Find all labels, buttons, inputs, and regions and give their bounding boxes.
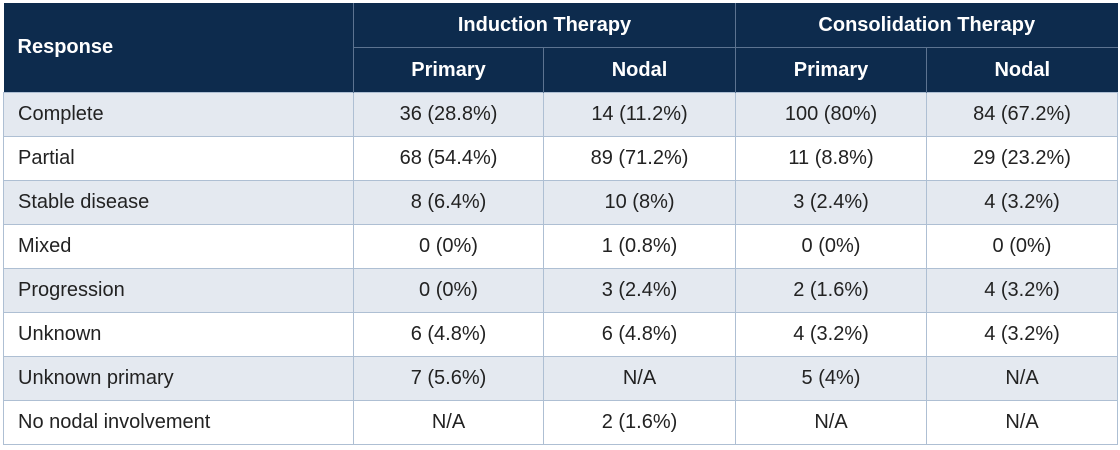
table-cell: N/A xyxy=(926,356,1118,401)
table-cell: 100 (80%) xyxy=(735,92,927,137)
table-cell: 4 (3.2%) xyxy=(926,268,1118,313)
row-label: Unknown xyxy=(3,312,354,357)
table-cell: 0 (0%) xyxy=(353,224,544,269)
table-row: Complete 36 (28.8%) 14 (11.2%) 100 (80%)… xyxy=(3,92,1118,137)
induction-nodal-header: Nodal xyxy=(543,47,736,93)
table-cell: 7 (5.6%) xyxy=(353,356,544,401)
table-cell: 29 (23.2%) xyxy=(926,136,1118,181)
consolidation-therapy-header: Consolidation Therapy xyxy=(735,3,1118,48)
table-row: Unknown 6 (4.8%) 6 (4.8%) 4 (3.2%) 4 (3.… xyxy=(3,312,1118,357)
row-label: Unknown primary xyxy=(3,356,354,401)
table-cell: 1 (0.8%) xyxy=(543,224,736,269)
table-cell: 3 (2.4%) xyxy=(735,180,927,225)
table-row: Partial 68 (54.4%) 89 (71.2%) 11 (8.8%) … xyxy=(3,136,1118,181)
table-cell: 0 (0%) xyxy=(926,224,1118,269)
table-cell: 6 (4.8%) xyxy=(353,312,544,357)
consolidation-nodal-header: Nodal xyxy=(926,47,1118,93)
table-row: Progression 0 (0%) 3 (2.4%) 2 (1.6%) 4 (… xyxy=(3,268,1118,313)
induction-primary-header: Primary xyxy=(353,47,544,93)
table-cell: 36 (28.8%) xyxy=(353,92,544,137)
table-cell: 10 (8%) xyxy=(543,180,736,225)
row-label: No nodal involvement xyxy=(3,400,354,445)
table-cell: 4 (3.2%) xyxy=(926,312,1118,357)
row-label: Partial xyxy=(3,136,354,181)
table-cell: 11 (8.8%) xyxy=(735,136,927,181)
table-cell: N/A xyxy=(926,400,1118,445)
response-column-header: Response xyxy=(3,3,354,93)
table-cell: 84 (67.2%) xyxy=(926,92,1118,137)
consolidation-primary-header: Primary xyxy=(735,47,927,93)
table-cell: 89 (71.2%) xyxy=(543,136,736,181)
table-cell: 0 (0%) xyxy=(353,268,544,313)
table-cell: N/A xyxy=(735,400,927,445)
table-cell: 2 (1.6%) xyxy=(543,400,736,445)
table-cell: 68 (54.4%) xyxy=(353,136,544,181)
response-table: Response Induction Therapy Consolidation… xyxy=(3,3,1118,445)
table-row: Mixed 0 (0%) 1 (0.8%) 0 (0%) 0 (0%) xyxy=(3,224,1118,269)
table-body: Complete 36 (28.8%) 14 (11.2%) 100 (80%)… xyxy=(3,92,1118,445)
table-cell: 2 (1.6%) xyxy=(735,268,927,313)
table-cell: 3 (2.4%) xyxy=(543,268,736,313)
response-table-container: Response Induction Therapy Consolidation… xyxy=(3,3,1118,445)
table-cell: 0 (0%) xyxy=(735,224,927,269)
table-cell: 6 (4.8%) xyxy=(543,312,736,357)
table-cell: 14 (11.2%) xyxy=(543,92,736,137)
table-cell: 8 (6.4%) xyxy=(353,180,544,225)
table-cell: 4 (3.2%) xyxy=(926,180,1118,225)
table-row: Stable disease 8 (6.4%) 10 (8%) 3 (2.4%)… xyxy=(3,180,1118,225)
table-cell: 5 (4%) xyxy=(735,356,927,401)
row-label: Mixed xyxy=(3,224,354,269)
row-label: Progression xyxy=(3,268,354,313)
table-cell: N/A xyxy=(543,356,736,401)
induction-therapy-header: Induction Therapy xyxy=(353,3,736,48)
table-row: Unknown primary 7 (5.6%) N/A 5 (4%) N/A xyxy=(3,356,1118,401)
row-label: Complete xyxy=(3,92,354,137)
row-label: Stable disease xyxy=(3,180,354,225)
table-cell: N/A xyxy=(353,400,544,445)
table-header: Response Induction Therapy Consolidation… xyxy=(3,3,1118,93)
table-row: No nodal involvement N/A 2 (1.6%) N/A N/… xyxy=(3,400,1118,445)
table-cell: 4 (3.2%) xyxy=(735,312,927,357)
